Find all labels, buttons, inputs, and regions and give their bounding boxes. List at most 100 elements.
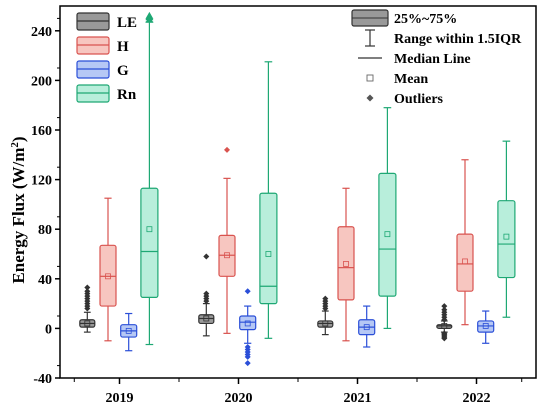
iqr-box: [239, 315, 257, 331]
y-axis-label-close: ): [9, 136, 28, 142]
box-Rn-2021: [378, 107, 397, 329]
box-Rn-2022: [497, 140, 516, 318]
legend-key-label: Median Line: [394, 52, 471, 67]
legend-item-H: H: [76, 36, 129, 55]
y-tick-label: 240: [31, 25, 52, 40]
box-LE-2021: [317, 295, 334, 336]
iqr-box: [477, 320, 495, 333]
series-LE: [79, 253, 453, 342]
box-G-2021: [358, 305, 376, 348]
mean-marker: [265, 251, 272, 257]
y-tick-label: 160: [31, 124, 52, 139]
y-tick-label: 40: [38, 273, 52, 288]
outlier-marker: [203, 253, 210, 260]
legend-key-diamond: Outliers: [366, 92, 444, 107]
outlier-marker: [84, 284, 91, 291]
mean-marker: [441, 323, 448, 329]
box-H-2019: [99, 197, 117, 342]
series-legend: LE HG Rn: [76, 12, 137, 103]
iqr-box: [436, 324, 453, 329]
symbol-legend: 25%~75% Range within 1.5IQR Median Line Mea…: [351, 9, 522, 107]
legend-outlier-diamond: [366, 94, 374, 102]
outlier-marker: [244, 360, 251, 367]
y-tick-label: 200: [31, 74, 52, 89]
legend-key-label: 25%~75%: [394, 12, 457, 27]
mean-marker: [503, 233, 510, 240]
legend-item-Rn: Rn: [76, 84, 137, 103]
outlier-marker: [322, 295, 329, 302]
box-Rn-2019: [140, 11, 159, 346]
y-tick-label: -40: [33, 372, 52, 387]
mean-marker: [84, 320, 91, 327]
y-axis-label-main: Energy Flux (W/m: [9, 148, 28, 284]
series-H: [99, 146, 474, 342]
y-axis-label-superscript: 2: [9, 142, 21, 148]
outlier-marker: [441, 335, 448, 342]
legend-label: G: [117, 63, 129, 79]
box-G-2019: [120, 312, 138, 352]
legend-item-G: G: [76, 60, 129, 79]
y-tick-label: 0: [45, 322, 52, 337]
mean-marker: [224, 252, 230, 259]
outlier-marker: [441, 303, 448, 310]
y-axis: -40 0 40 80 120 160 200 240: [31, 17, 60, 387]
outlier-marker: [203, 290, 210, 297]
y-axis-label: Energy Flux (W/m2): [9, 136, 28, 283]
x-tick-label: 2022: [463, 391, 491, 406]
outlier-marker: [244, 288, 251, 295]
legend-mean-square: [366, 74, 374, 82]
mean-marker: [125, 327, 132, 334]
box-G-2020: [239, 288, 257, 367]
legend-key-label: Outliers: [394, 92, 444, 107]
iqr-box: [140, 187, 159, 299]
iqr-box: [259, 192, 278, 305]
outlier-marker: [145, 11, 154, 19]
legend-key-square: Mean: [366, 72, 428, 87]
mean-marker: [482, 323, 489, 329]
box-H-2020: [218, 146, 236, 334]
x-tick-label: 2019: [106, 391, 134, 406]
mean-marker: [105, 273, 111, 280]
y-tick-label: 120: [31, 174, 52, 189]
box-H-2022: [456, 159, 474, 326]
legend-item-LE: LE: [76, 12, 137, 31]
box-H-2021: [337, 187, 355, 342]
mean-marker: [343, 261, 349, 267]
mean-marker: [384, 231, 391, 238]
legend-key-whisker: Range within 1.5IQR: [365, 29, 522, 47]
iqr-box: [218, 234, 236, 277]
iqr-box: [198, 314, 215, 325]
box-G-2022: [477, 310, 495, 344]
legend-key-box: 25%~75%: [351, 9, 457, 27]
x-axis: 2019 2020 2021 2022: [73, 378, 523, 406]
series-Rn: [140, 11, 516, 346]
mean-marker: [322, 320, 329, 327]
mean-marker: [462, 258, 468, 265]
legend-key-label: Mean: [394, 72, 428, 87]
mean-marker: [146, 226, 153, 233]
legend-label: Rn: [117, 87, 137, 103]
legend-key-line: Median Line: [358, 52, 471, 67]
x-tick-label: 2020: [225, 391, 253, 406]
box-Rn-2020: [259, 61, 278, 339]
box-series-group: [79, 11, 516, 367]
mean-marker: [363, 324, 370, 331]
iqr-box: [378, 172, 397, 297]
legend-key-label: Range within 1.5IQR: [394, 32, 522, 47]
mean-marker: [203, 315, 210, 322]
box-LE-2022: [436, 303, 453, 342]
series-G: [120, 288, 495, 367]
outlier-marker: [441, 306, 448, 313]
x-tick-label: 2021: [344, 391, 372, 406]
iqr-box: [99, 244, 117, 307]
outlier-marker: [224, 146, 230, 153]
box-LE-2020: [198, 253, 215, 337]
outlier-marker: [244, 353, 251, 360]
box-LE-2019: [79, 284, 96, 333]
legend-label: H: [117, 39, 129, 55]
mean-marker: [244, 320, 251, 327]
outlier-marker: [84, 288, 91, 295]
iqr-box: [337, 226, 355, 301]
iqr-box: [456, 233, 474, 292]
